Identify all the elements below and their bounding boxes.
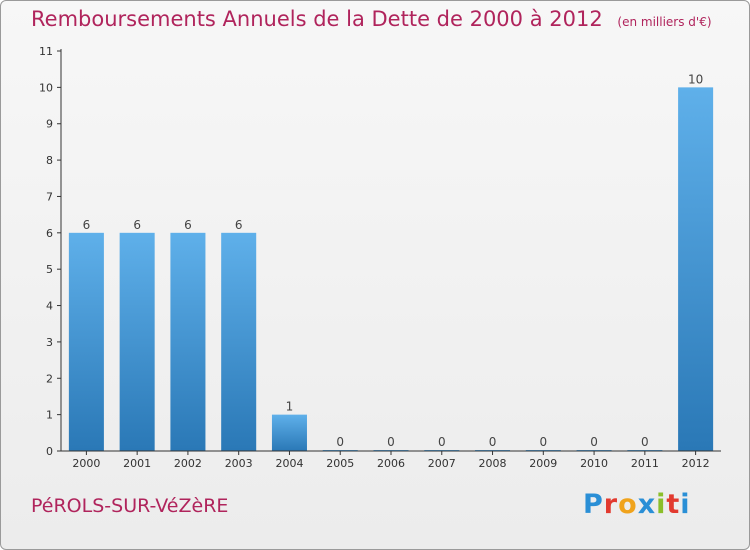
y-tick-label-11: 11 [39,45,53,58]
title-text: Remboursements Annuels de la Dette de 20… [31,7,603,31]
x-tick-label-2011: 2011 [631,457,659,470]
commune-name: PéROLS-SUR-VéZèRE [31,495,229,517]
y-tick-label-9: 9 [46,118,53,131]
y-tick-label-2: 2 [46,372,53,385]
x-tick-label-2012: 2012 [682,457,710,470]
x-tick-label-2009: 2009 [529,457,557,470]
y-tick-label-4: 4 [46,300,53,313]
y-tick-label-8: 8 [46,154,53,167]
x-tick-label-2000: 2000 [72,457,100,470]
x-tick-label-2006: 2006 [377,457,405,470]
data-label-2000: 6 [83,218,91,232]
data-label-2002: 6 [184,218,192,232]
y-tick-label-0: 0 [46,445,53,458]
x-tick-label-2010: 2010 [580,457,608,470]
bar-2001 [119,232,155,451]
chart-title: Remboursements Annuels de la Dette de 20… [31,7,712,31]
x-tick-label-2002: 2002 [174,457,202,470]
data-label-2005: 0 [336,435,344,449]
data-label-2003: 6 [235,218,243,232]
x-tick-label-2003: 2003 [225,457,253,470]
y-tick-label-1: 1 [46,409,53,422]
data-label-2006: 0 [387,435,395,449]
bar-2004 [271,414,307,451]
bar-2000 [68,232,104,451]
data-label-2010: 0 [590,435,598,449]
y-tick-label-5: 5 [46,263,53,276]
y-tick-label-3: 3 [46,336,53,349]
data-label-2011: 0 [641,435,649,449]
x-tick-label-2004: 2004 [275,457,303,470]
x-tick-label-2001: 2001 [123,457,151,470]
bar-2003 [221,232,257,451]
proxiti-logo: Proxiti [583,489,691,520]
y-tick-label-6: 6 [46,227,53,240]
x-tick-label-2007: 2007 [428,457,456,470]
data-label-2008: 0 [489,435,497,449]
title-unit: (en milliers d'€) [617,15,712,29]
y-tick-label-10: 10 [39,81,53,94]
data-label-2001: 6 [133,218,141,232]
x-tick-label-2008: 2008 [479,457,507,470]
data-label-2004: 1 [286,400,294,414]
bar-2002 [170,232,206,451]
data-label-2009: 0 [539,435,547,449]
data-label-2012: 10 [688,72,703,86]
x-tick-label-2005: 2005 [326,457,354,470]
data-label-2007: 0 [438,435,446,449]
bar-2012 [678,87,714,451]
y-tick-label-7: 7 [46,190,53,203]
